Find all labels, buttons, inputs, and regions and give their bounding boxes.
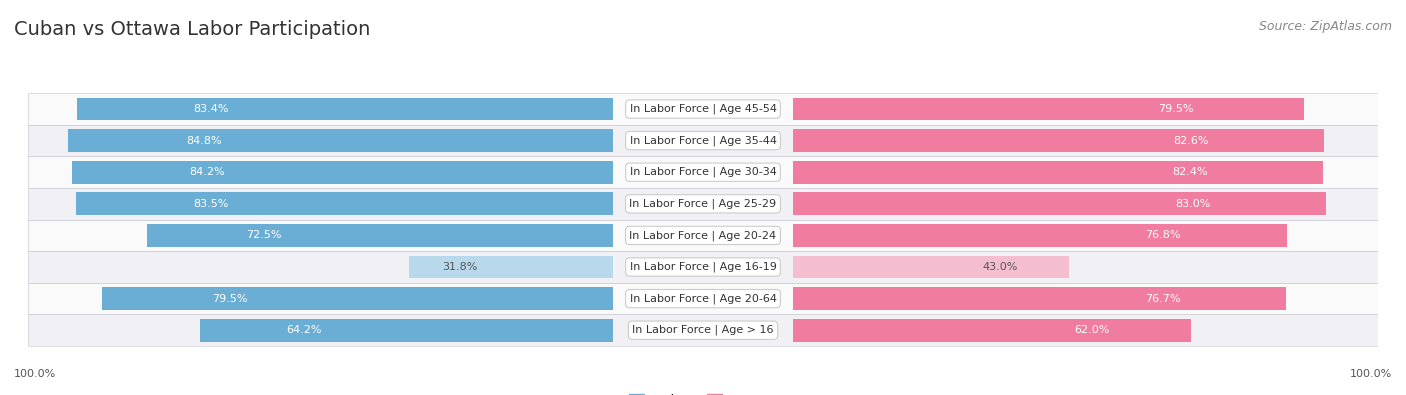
Text: In Labor Force | Age 25-29: In Labor Force | Age 25-29 xyxy=(630,199,776,209)
Bar xyxy=(28,283,1378,314)
Bar xyxy=(793,192,1326,215)
Bar xyxy=(76,192,613,215)
Text: 79.5%: 79.5% xyxy=(212,293,247,304)
Text: 83.5%: 83.5% xyxy=(193,199,228,209)
Bar xyxy=(409,256,613,278)
Bar xyxy=(28,156,1378,188)
Text: In Labor Force | Age > 16: In Labor Force | Age > 16 xyxy=(633,325,773,335)
Text: 82.6%: 82.6% xyxy=(1174,135,1209,146)
Bar xyxy=(77,98,613,120)
Text: 83.0%: 83.0% xyxy=(1175,199,1211,209)
Text: In Labor Force | Age 35-44: In Labor Force | Age 35-44 xyxy=(630,135,776,146)
Text: 76.8%: 76.8% xyxy=(1146,230,1181,241)
Text: 79.5%: 79.5% xyxy=(1159,104,1194,114)
Text: In Labor Force | Age 45-54: In Labor Force | Age 45-54 xyxy=(630,104,776,114)
Bar xyxy=(793,224,1286,247)
Bar xyxy=(793,98,1303,120)
Bar xyxy=(793,161,1323,184)
Bar xyxy=(201,319,613,342)
Text: 84.2%: 84.2% xyxy=(190,167,225,177)
Bar xyxy=(28,188,1378,220)
Text: In Labor Force | Age 20-24: In Labor Force | Age 20-24 xyxy=(630,230,776,241)
Text: In Labor Force | Age 30-34: In Labor Force | Age 30-34 xyxy=(630,167,776,177)
Bar xyxy=(793,287,1286,310)
Bar xyxy=(28,314,1378,346)
Text: 83.4%: 83.4% xyxy=(193,104,229,114)
Bar xyxy=(28,314,1378,346)
Bar xyxy=(28,251,1378,283)
Bar xyxy=(72,161,613,184)
Bar xyxy=(793,319,1191,342)
Text: 100.0%: 100.0% xyxy=(14,369,56,379)
Text: 76.7%: 76.7% xyxy=(1144,293,1181,304)
Text: 31.8%: 31.8% xyxy=(441,262,478,272)
Bar xyxy=(28,156,1378,188)
Bar xyxy=(28,220,1378,251)
Text: In Labor Force | Age 16-19: In Labor Force | Age 16-19 xyxy=(630,262,776,272)
Bar xyxy=(793,129,1324,152)
Text: Source: ZipAtlas.com: Source: ZipAtlas.com xyxy=(1258,20,1392,33)
Bar xyxy=(28,188,1378,220)
Legend: Cuban, Ottawa: Cuban, Ottawa xyxy=(624,389,782,395)
Text: 64.2%: 64.2% xyxy=(285,325,322,335)
Bar xyxy=(793,256,1070,278)
Text: 100.0%: 100.0% xyxy=(1350,369,1392,379)
Text: 62.0%: 62.0% xyxy=(1074,325,1109,335)
Text: 84.8%: 84.8% xyxy=(187,135,222,146)
Text: Cuban vs Ottawa Labor Participation: Cuban vs Ottawa Labor Participation xyxy=(14,20,370,39)
Text: 82.4%: 82.4% xyxy=(1173,167,1208,177)
Bar xyxy=(103,287,613,310)
Bar xyxy=(28,283,1378,314)
Text: In Labor Force | Age 20-64: In Labor Force | Age 20-64 xyxy=(630,293,776,304)
Bar xyxy=(148,224,613,247)
Bar xyxy=(28,220,1378,251)
Text: 72.5%: 72.5% xyxy=(246,230,281,241)
Bar xyxy=(28,93,1378,125)
Bar xyxy=(28,93,1378,125)
Bar xyxy=(28,125,1378,156)
Bar xyxy=(28,251,1378,283)
Bar xyxy=(67,129,613,152)
Bar xyxy=(28,125,1378,156)
Text: 43.0%: 43.0% xyxy=(983,262,1018,272)
